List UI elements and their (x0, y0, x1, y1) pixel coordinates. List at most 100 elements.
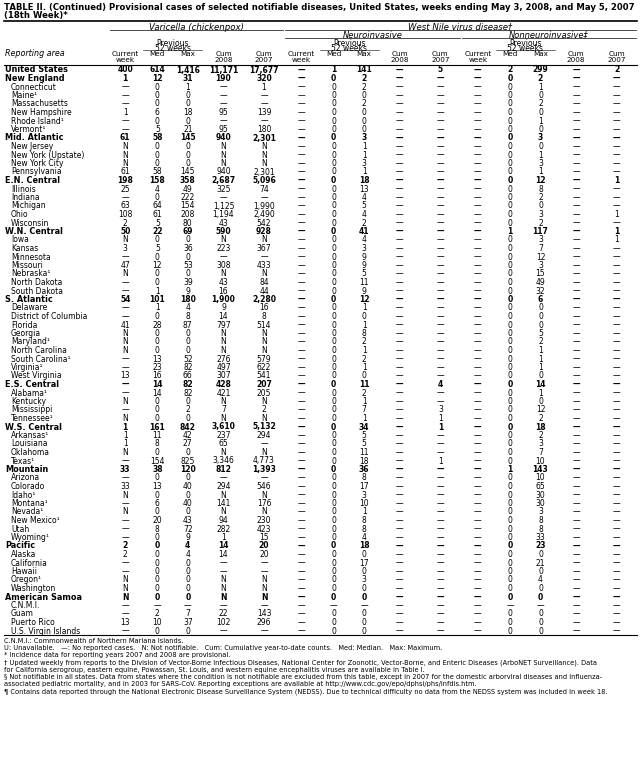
Text: 1,990: 1,990 (253, 202, 275, 210)
Text: —: — (260, 567, 268, 576)
Text: —: — (437, 609, 444, 618)
Text: 0: 0 (508, 508, 512, 516)
Text: 622: 622 (257, 363, 271, 372)
Text: 0: 0 (362, 626, 367, 635)
Text: —: — (474, 609, 481, 618)
Text: 14: 14 (535, 380, 545, 389)
Text: 2: 2 (538, 193, 543, 202)
Text: N: N (221, 508, 226, 516)
Text: * Incidence data for reporting years 2007 and 2008 are provisional.: * Incidence data for reporting years 200… (4, 652, 230, 659)
Text: 52 weeks: 52 weeks (508, 44, 544, 53)
Text: —: — (474, 516, 481, 525)
Text: 0: 0 (538, 91, 543, 100)
Text: 61: 61 (120, 134, 130, 142)
Text: —: — (396, 601, 404, 610)
Text: Cum
2007: Cum 2007 (608, 50, 626, 63)
Text: 514: 514 (257, 321, 271, 329)
Text: 0: 0 (331, 117, 336, 125)
Text: 1: 1 (362, 397, 367, 406)
Text: 0: 0 (185, 491, 190, 499)
Text: 0: 0 (508, 559, 512, 567)
Text: 812: 812 (215, 465, 231, 474)
Text: 82: 82 (183, 380, 193, 389)
Text: —: — (572, 508, 580, 516)
Text: —: — (437, 287, 444, 295)
Text: 0: 0 (155, 448, 160, 457)
Text: N: N (221, 414, 226, 423)
Text: —: — (474, 592, 481, 601)
Text: 0: 0 (331, 83, 336, 91)
Text: 31: 31 (183, 74, 193, 83)
Text: —: — (474, 295, 481, 304)
Text: —: — (572, 550, 580, 559)
Text: 0: 0 (331, 431, 336, 440)
Text: 825: 825 (181, 457, 195, 465)
Text: —: — (572, 295, 580, 304)
Text: —: — (396, 414, 404, 423)
Text: Previous: Previous (509, 39, 542, 47)
Text: 0: 0 (331, 414, 336, 423)
Text: 0: 0 (538, 592, 543, 601)
Text: —: — (572, 372, 580, 380)
Text: 0: 0 (538, 304, 543, 312)
Text: Ohio: Ohio (11, 210, 29, 219)
Text: —: — (297, 567, 305, 576)
Text: —: — (396, 465, 404, 474)
Text: Idaho¹: Idaho¹ (11, 491, 35, 499)
Text: 7: 7 (538, 244, 543, 253)
Text: 1: 1 (362, 168, 367, 176)
Text: Louisiana: Louisiana (11, 440, 47, 448)
Text: Pennsylvania: Pennsylvania (11, 168, 62, 176)
Text: 10: 10 (536, 474, 545, 482)
Text: —: — (474, 151, 481, 159)
Text: 358: 358 (180, 176, 196, 185)
Text: 0: 0 (185, 508, 190, 516)
Text: —: — (474, 338, 481, 346)
Text: —: — (572, 329, 580, 338)
Text: 0: 0 (155, 253, 160, 261)
Text: —: — (474, 125, 481, 134)
Text: N: N (221, 448, 226, 457)
Text: 0: 0 (508, 253, 512, 261)
Text: Neuroinvasive: Neuroinvasive (342, 30, 403, 39)
Text: —: — (437, 542, 444, 550)
Text: —: — (437, 227, 444, 236)
Text: E.S. Central: E.S. Central (5, 380, 59, 389)
Text: 0: 0 (538, 108, 543, 117)
Text: 0: 0 (155, 142, 160, 151)
Text: Cum
2008: Cum 2008 (567, 50, 585, 63)
Text: 0: 0 (331, 125, 336, 134)
Text: 2,280: 2,280 (252, 295, 276, 304)
Text: 0: 0 (185, 474, 190, 482)
Text: 52: 52 (183, 355, 192, 363)
Text: —: — (396, 499, 404, 508)
Text: 0: 0 (155, 474, 160, 482)
Text: 1: 1 (538, 168, 543, 176)
Text: 1: 1 (614, 176, 619, 185)
Text: 41: 41 (121, 321, 130, 329)
Text: —: — (613, 525, 620, 533)
Text: 8: 8 (362, 516, 367, 525)
Text: —: — (396, 329, 404, 338)
Text: —: — (613, 389, 620, 397)
Text: —: — (572, 576, 580, 584)
Text: 0: 0 (508, 151, 512, 159)
Text: —: — (297, 516, 305, 525)
Text: —: — (437, 304, 444, 312)
Text: 15: 15 (259, 533, 269, 542)
Text: 0: 0 (331, 465, 337, 474)
Text: New England: New England (5, 74, 65, 83)
Text: —: — (437, 567, 444, 576)
Text: 0: 0 (331, 287, 336, 295)
Text: 16: 16 (153, 372, 162, 380)
Text: 2: 2 (362, 219, 367, 227)
Text: N: N (261, 584, 267, 593)
Text: 1: 1 (185, 83, 190, 91)
Text: 0: 0 (331, 584, 336, 593)
Text: N: N (221, 592, 227, 601)
Text: 207: 207 (256, 380, 272, 389)
Text: —: — (297, 457, 305, 465)
Text: 3: 3 (362, 244, 367, 253)
Text: 14: 14 (152, 380, 163, 389)
Text: 0: 0 (508, 219, 512, 227)
